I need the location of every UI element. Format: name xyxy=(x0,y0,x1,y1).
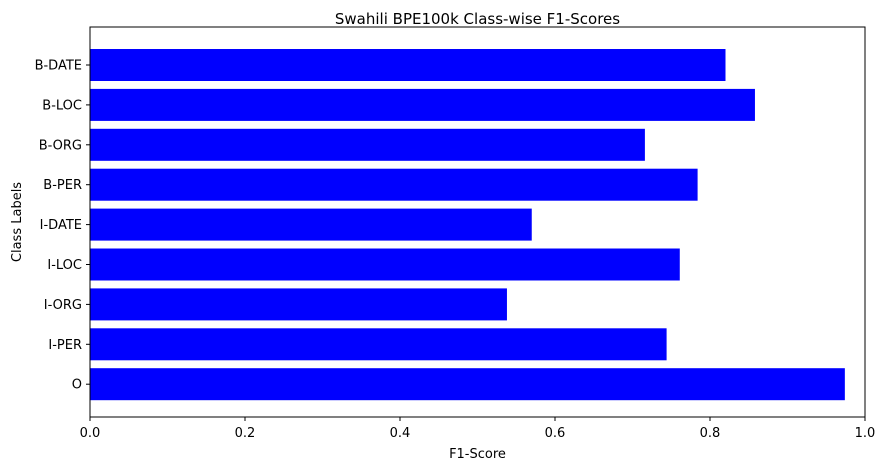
bar-i-org xyxy=(90,288,507,321)
chart-title: Swahili BPE100k Class-wise F1-Scores xyxy=(335,10,620,28)
bar-b-org xyxy=(90,128,645,161)
x-tick-label: 0.6 xyxy=(545,426,566,441)
x-axis: 0.0 0.2 0.4 0.6 0.8 1.0 xyxy=(80,417,876,441)
x-axis-label: F1-Score xyxy=(449,447,506,462)
x-tick-label: 0.0 xyxy=(80,426,101,441)
plot-frame xyxy=(89,26,866,418)
y-tick-label: B-DATE xyxy=(35,59,82,74)
bar-i-per xyxy=(90,328,667,361)
y-tick-label: I-DATE xyxy=(40,218,82,233)
bar-b-loc xyxy=(90,88,755,121)
bar-b-date xyxy=(90,49,726,81)
bar-o xyxy=(90,368,845,401)
x-tick-label: 0.8 xyxy=(700,426,721,441)
y-axis: B-DATE B-LOC B-ORG B-PER I-DATE I-LOC I-ORG I-P… xyxy=(35,59,90,393)
y-tick-label: I-PER xyxy=(48,338,82,353)
x-tick-label: 1.0 xyxy=(855,426,876,441)
bar-b-per xyxy=(90,168,698,201)
bar-i-date xyxy=(90,208,532,241)
x-tick-label: 0.4 xyxy=(390,426,411,441)
y-tick-label: I-LOC xyxy=(47,258,82,273)
y-tick-label: B-PER xyxy=(43,178,82,193)
y-axis-label: Class Labels xyxy=(10,182,25,262)
y-tick-label: B-LOC xyxy=(42,98,82,113)
y-tick-label: I-ORG xyxy=(44,298,82,313)
y-tick-label: O xyxy=(72,378,82,393)
bars-group xyxy=(90,49,845,401)
bar-i-loc xyxy=(90,248,680,281)
y-tick-label: B-ORG xyxy=(39,138,82,153)
x-tick-label: 0.2 xyxy=(235,426,256,441)
